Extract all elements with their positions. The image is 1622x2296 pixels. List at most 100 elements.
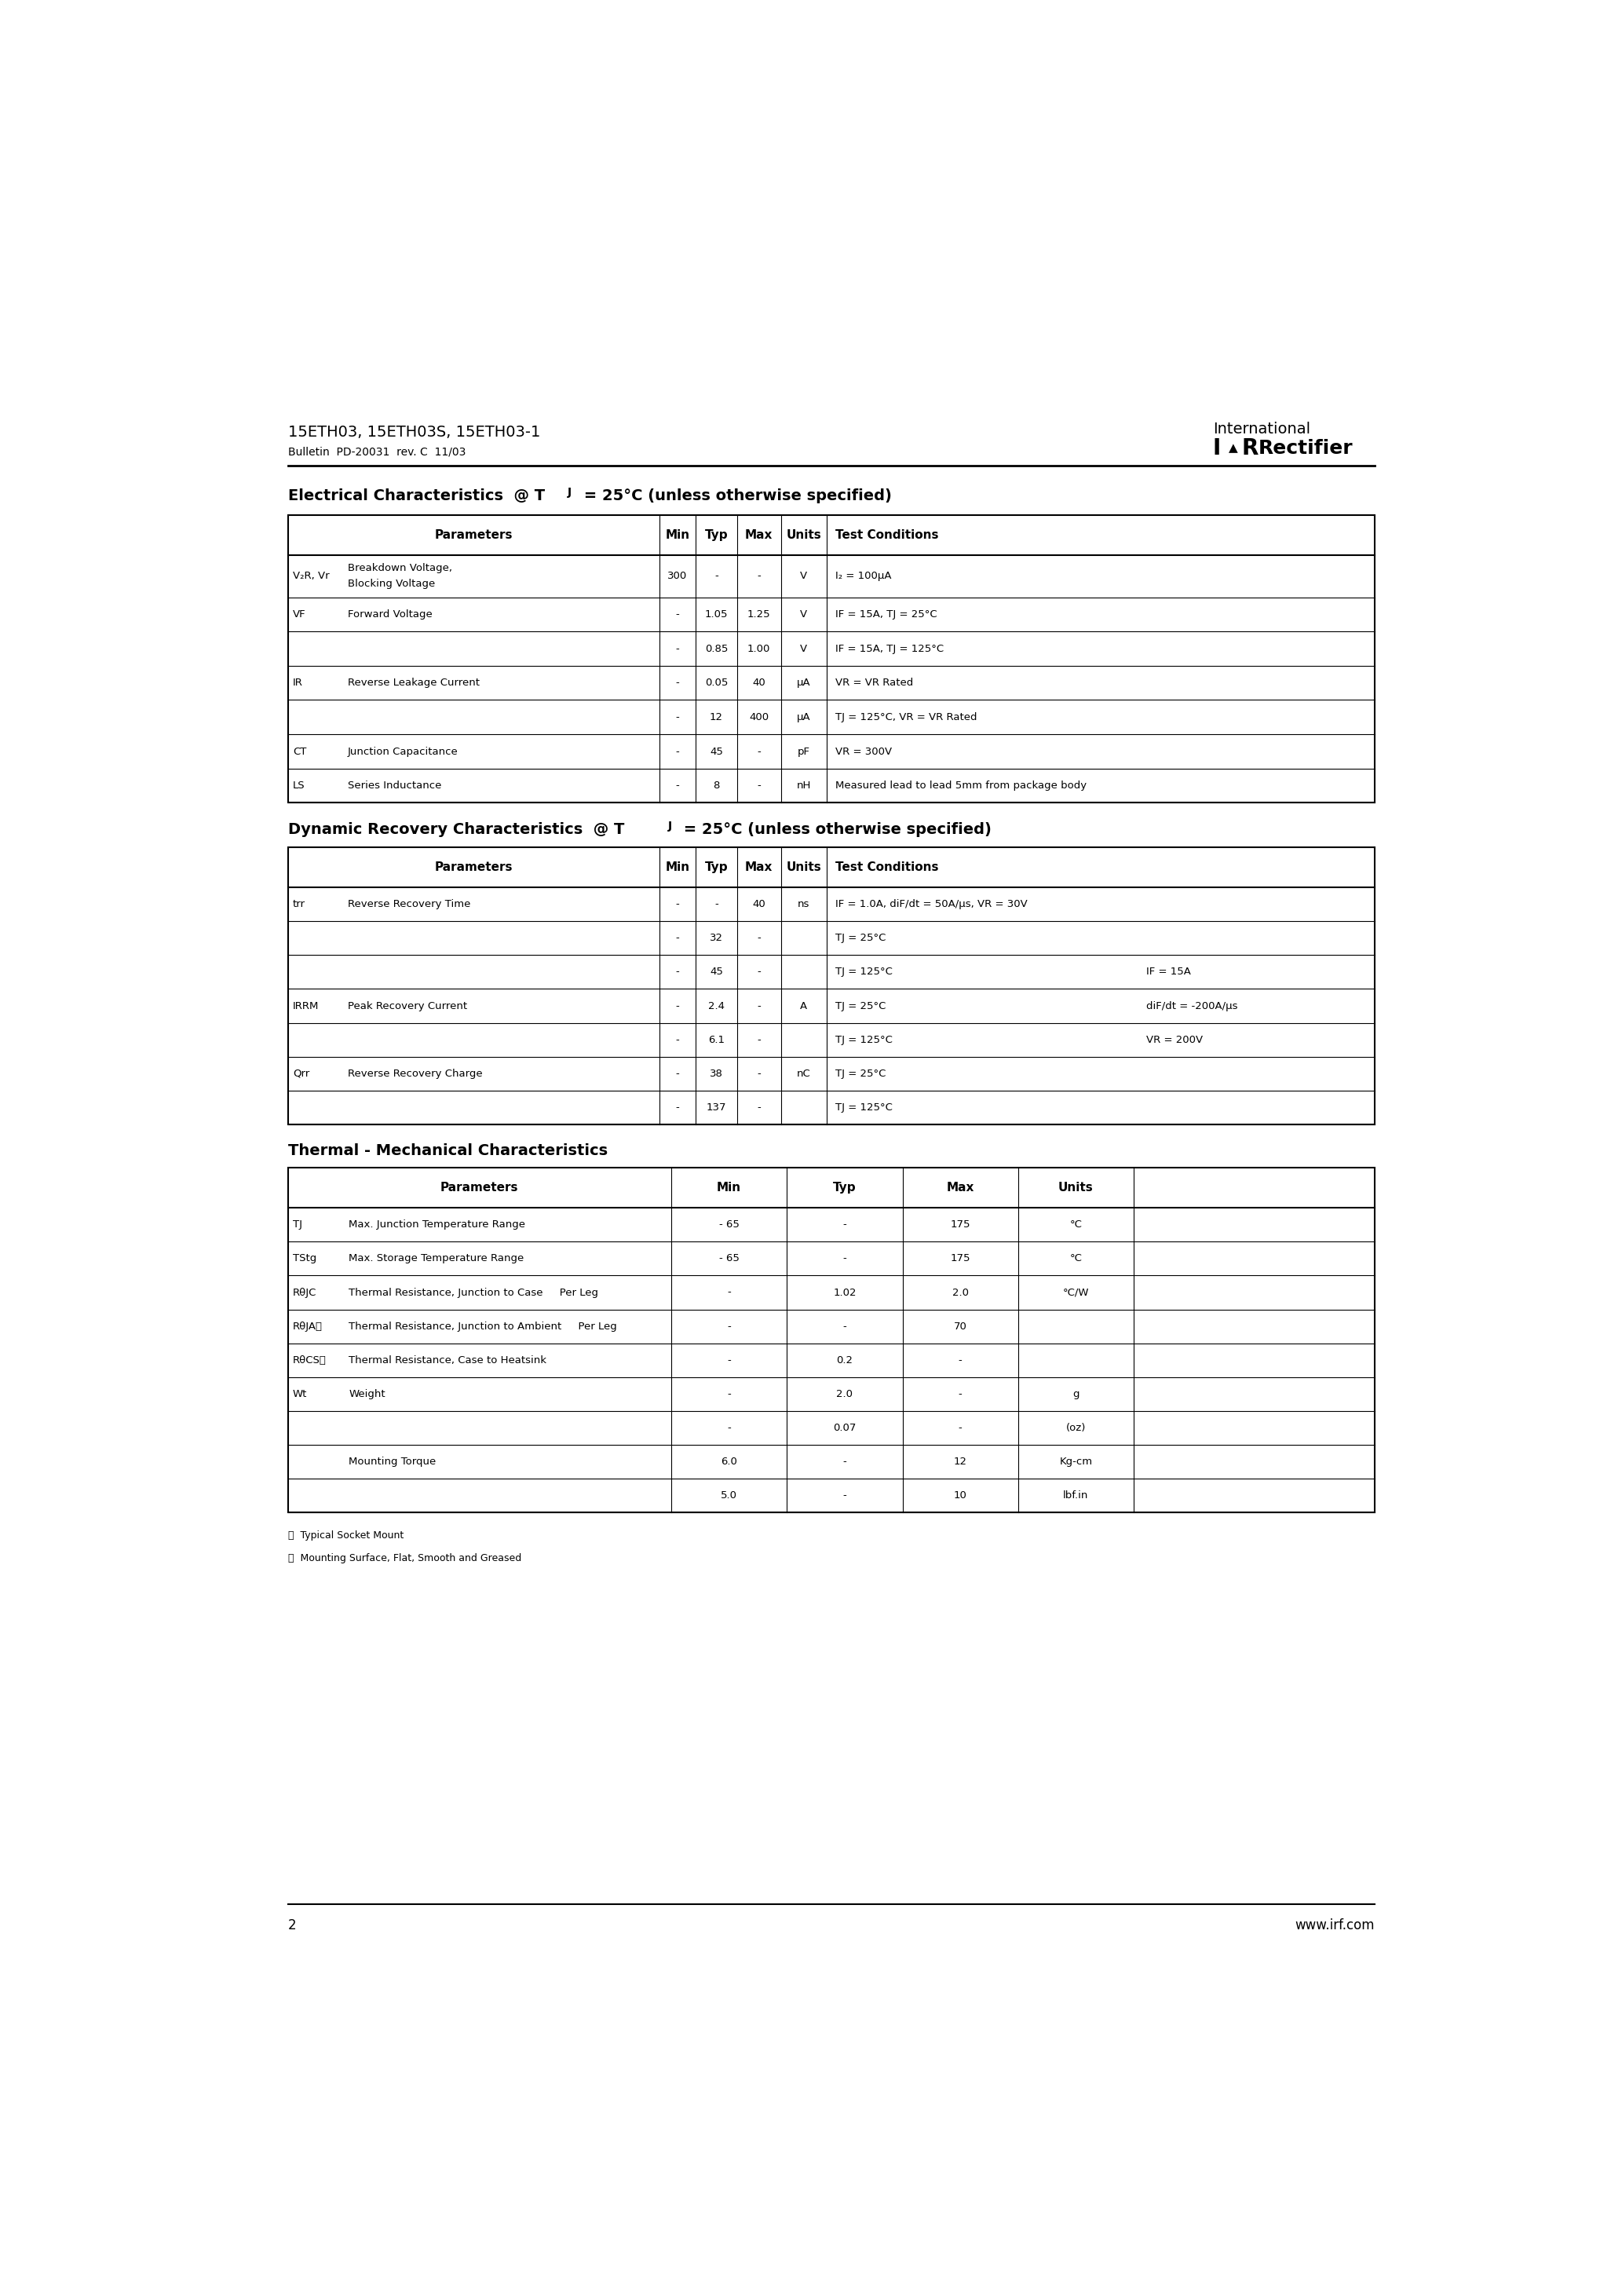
Text: - 65: - 65: [719, 1254, 740, 1263]
Text: 1.00: 1.00: [748, 643, 770, 654]
Text: Max. Storage Temperature Range: Max. Storage Temperature Range: [349, 1254, 524, 1263]
Text: Qrr: Qrr: [294, 1068, 310, 1079]
Text: 6.0: 6.0: [720, 1456, 738, 1467]
Text: Junction Capacitance: Junction Capacitance: [347, 746, 457, 758]
Text: Min: Min: [665, 861, 689, 872]
Text: Reverse Recovery Time: Reverse Recovery Time: [347, 900, 470, 909]
Text: -: -: [757, 781, 761, 790]
Text: Peak Recovery Current: Peak Recovery Current: [347, 1001, 467, 1010]
Text: VR = 200V: VR = 200V: [1145, 1035, 1202, 1045]
Text: Units: Units: [787, 861, 821, 872]
Text: 2.0: 2.0: [837, 1389, 853, 1398]
Text: 175: 175: [950, 1219, 970, 1231]
Text: 1.05: 1.05: [704, 608, 728, 620]
Text: TJ = 125°C: TJ = 125°C: [835, 1035, 892, 1045]
Text: -: -: [675, 1035, 680, 1045]
Text: Blocking Voltage: Blocking Voltage: [347, 579, 435, 590]
Text: Test Conditions: Test Conditions: [835, 861, 939, 872]
Text: Max. Junction Temperature Range: Max. Junction Temperature Range: [349, 1219, 526, 1231]
Text: Max: Max: [744, 528, 772, 542]
Text: -: -: [675, 746, 680, 758]
Text: TStg: TStg: [294, 1254, 316, 1263]
Text: -: -: [843, 1320, 847, 1332]
Text: (oz): (oz): [1066, 1424, 1085, 1433]
Text: 0.85: 0.85: [704, 643, 728, 654]
Text: Reverse Recovery Charge: Reverse Recovery Charge: [347, 1068, 482, 1079]
Text: Measured lead to lead 5mm from package body: Measured lead to lead 5mm from package b…: [835, 781, 1087, 790]
Text: -: -: [727, 1355, 732, 1366]
Text: 0.07: 0.07: [834, 1424, 856, 1433]
Text: 45: 45: [710, 967, 723, 978]
Text: Max: Max: [744, 861, 772, 872]
Text: IF = 15A, TJ = 125°C: IF = 15A, TJ = 125°C: [835, 643, 944, 654]
Text: IF = 1.0A, diF/dt = 50A/μs, VR = 30V: IF = 1.0A, diF/dt = 50A/μs, VR = 30V: [835, 900, 1028, 909]
Text: J: J: [668, 822, 672, 831]
Text: -: -: [757, 932, 761, 944]
Text: ns: ns: [798, 900, 809, 909]
Text: -: -: [675, 932, 680, 944]
Text: VR = VR Rated: VR = VR Rated: [835, 677, 913, 689]
Text: μA: μA: [796, 712, 811, 723]
Text: 5.0: 5.0: [720, 1490, 738, 1502]
Text: LS: LS: [294, 781, 305, 790]
Text: -: -: [843, 1219, 847, 1231]
Text: Wt: Wt: [294, 1389, 307, 1398]
Text: 2: 2: [289, 1919, 297, 1933]
Text: -: -: [757, 1068, 761, 1079]
Text: -: -: [675, 1001, 680, 1010]
Text: Thermal Resistance, Junction to Case     Per Leg: Thermal Resistance, Junction to Case Per…: [349, 1288, 599, 1297]
Text: -: -: [757, 746, 761, 758]
Text: RθCSⓙ: RθCSⓙ: [294, 1355, 326, 1366]
Text: Typ: Typ: [834, 1182, 856, 1194]
Text: Series Inductance: Series Inductance: [347, 781, 441, 790]
Text: I: I: [1213, 439, 1221, 459]
Text: diF/dt = -200A/μs: diF/dt = -200A/μs: [1145, 1001, 1238, 1010]
Text: μA: μA: [796, 677, 811, 689]
Text: -: -: [675, 1102, 680, 1114]
Text: TJ = 125°C: TJ = 125°C: [835, 1102, 892, 1114]
Text: -: -: [727, 1288, 732, 1297]
Text: -: -: [959, 1389, 962, 1398]
Bar: [289, 847, 1374, 1125]
Text: -: -: [959, 1424, 962, 1433]
Text: -: -: [675, 1068, 680, 1079]
Text: V: V: [800, 608, 808, 620]
Text: IF = 15A: IF = 15A: [1145, 967, 1191, 978]
Text: -: -: [757, 572, 761, 581]
Text: Mounting Torque: Mounting Torque: [349, 1456, 436, 1467]
Text: RθJAⓘ: RθJAⓘ: [294, 1320, 323, 1332]
Bar: [289, 1169, 1374, 1513]
Text: CT: CT: [294, 746, 307, 758]
Text: -: -: [727, 1320, 732, 1332]
Text: -: -: [675, 677, 680, 689]
Text: Test Conditions: Test Conditions: [835, 528, 939, 542]
Text: -: -: [675, 781, 680, 790]
Text: 45: 45: [710, 746, 723, 758]
Text: - 65: - 65: [719, 1219, 740, 1231]
Text: Units: Units: [1058, 1182, 1093, 1194]
Text: 15ETH03, 15ETH03S, 15ETH03-1: 15ETH03, 15ETH03S, 15ETH03-1: [289, 425, 540, 439]
Text: IRRM: IRRM: [294, 1001, 320, 1010]
Text: Thermal - Mechanical Characteristics: Thermal - Mechanical Characteristics: [289, 1143, 608, 1159]
Bar: [289, 514, 1374, 804]
Text: 12: 12: [709, 712, 723, 723]
Text: I₂ = 100μA: I₂ = 100μA: [835, 572, 892, 581]
Text: 0.2: 0.2: [837, 1355, 853, 1366]
Text: R: R: [1241, 439, 1259, 459]
Text: -: -: [959, 1355, 962, 1366]
Text: 0.05: 0.05: [704, 677, 728, 689]
Text: Typ: Typ: [704, 861, 728, 872]
Text: lbf.in: lbf.in: [1062, 1490, 1088, 1502]
Text: 137: 137: [706, 1102, 727, 1114]
Text: °C/W: °C/W: [1062, 1288, 1088, 1297]
Text: 40: 40: [753, 677, 766, 689]
Text: TJ = 125°C, VR = VR Rated: TJ = 125°C, VR = VR Rated: [835, 712, 976, 723]
Text: 70: 70: [954, 1320, 967, 1332]
Text: 8: 8: [714, 781, 720, 790]
Text: Min: Min: [665, 528, 689, 542]
Text: J: J: [568, 487, 573, 498]
Text: 175: 175: [950, 1254, 970, 1263]
Text: -: -: [757, 1001, 761, 1010]
Text: Units: Units: [787, 528, 821, 542]
Text: °C: °C: [1069, 1219, 1082, 1231]
